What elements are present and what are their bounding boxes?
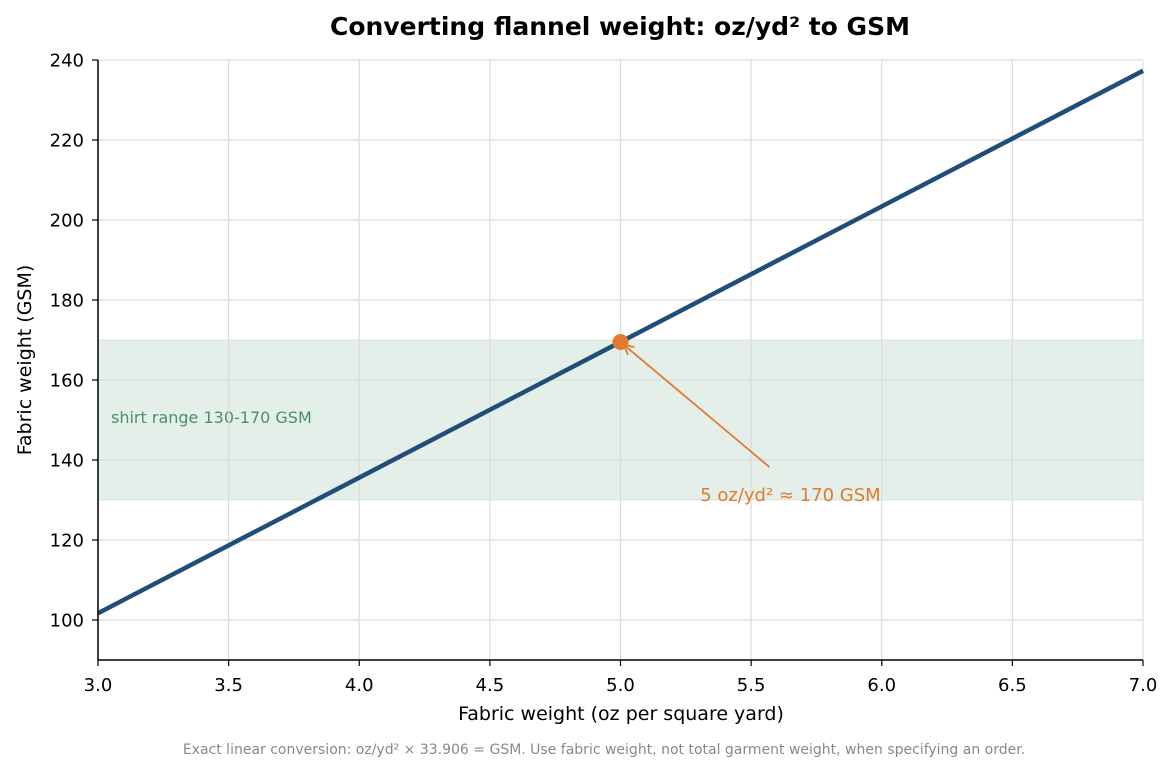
x-tick-label: 6.0 xyxy=(867,675,896,696)
annotation-label: 5 oz/yd² ≈ 170 GSM xyxy=(700,485,881,506)
y-tick-label: 240 xyxy=(50,51,84,72)
x-tick-label: 4.5 xyxy=(476,675,505,696)
y-tick-label: 140 xyxy=(50,451,84,472)
x-tick-label: 7.0 xyxy=(1129,675,1158,696)
y-tick-label: 160 xyxy=(50,371,84,392)
y-tick-label: 120 xyxy=(50,531,84,552)
y-tick-label: 220 xyxy=(50,131,84,152)
y-tick-label: 180 xyxy=(50,291,84,312)
y-axis-label: Fabric weight (GSM) xyxy=(14,265,36,456)
grid-layer xyxy=(97,59,1144,660)
x-tick-label: 6.5 xyxy=(998,675,1027,696)
x-tick-label: 4.0 xyxy=(345,675,374,696)
axes-layer: 3.0 3.5 4.0 4.5 5.0 5.5 6.0 6.5 7.0 100 120 140 160 1… xyxy=(50,51,1158,697)
highlight-point xyxy=(612,334,629,350)
x-tick-label: 3.0 xyxy=(84,675,113,696)
x-tick-label: 3.5 xyxy=(214,675,243,696)
x-tick-label: 5.0 xyxy=(606,675,635,696)
x-axis-label: Fabric weight (oz per square yard) xyxy=(458,703,784,725)
footnote: Exact linear conversion: oz/yd² × 33.906… xyxy=(183,742,1025,758)
x-tick-label: 5.5 xyxy=(737,675,766,696)
annotation-layer: 5 oz/yd² ≈ 170 GSM xyxy=(612,334,881,506)
y-tick-label: 200 xyxy=(50,211,84,232)
chart-title: Converting flannel weight: oz/yd² to GSM xyxy=(330,12,910,41)
band-label: shirt range 130-170 GSM xyxy=(111,408,312,427)
annotation-arrow xyxy=(622,343,770,468)
y-tick-label: 100 xyxy=(50,611,84,632)
